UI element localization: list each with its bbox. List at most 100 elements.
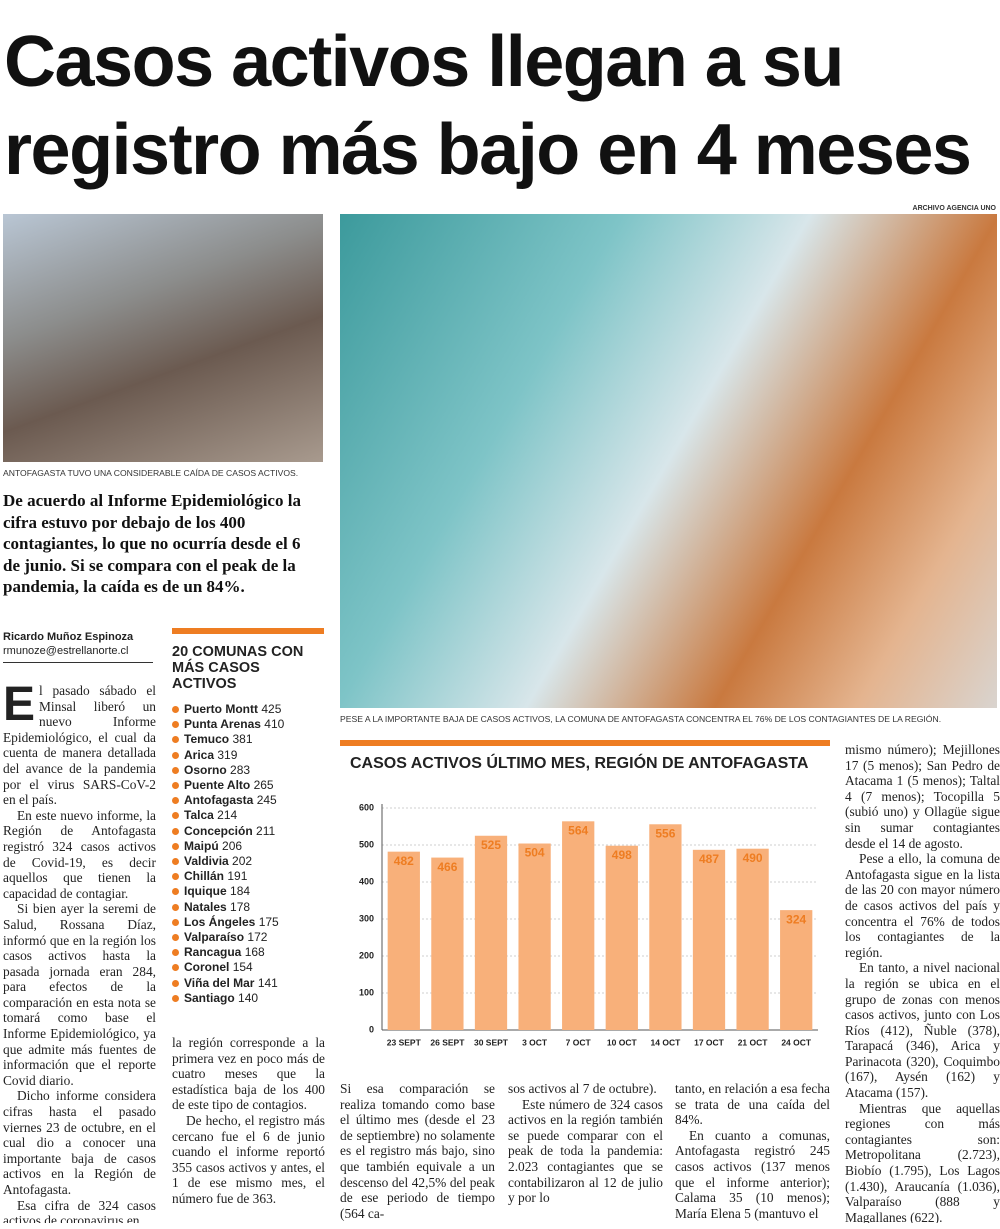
y-tick-label: 0	[369, 1024, 374, 1034]
paragraph: Pese a ello, la comuna de Antofagasta si…	[845, 851, 1000, 960]
comuna-name: Maipú	[184, 838, 219, 853]
paragraph: mismo número); Mejillones 17 (5 menos); …	[845, 742, 1000, 851]
comuna-name: Rancagua	[184, 945, 242, 960]
sidebar-title: 20 COMUNAS CON MÁS CASOS ACTIVOS	[172, 644, 304, 692]
bar	[518, 843, 551, 1030]
comuna-name: Valdivia	[184, 854, 229, 869]
comuna-name: Coronel	[184, 960, 230, 975]
sidebar-item: Concepción 211	[172, 824, 324, 839]
x-tick-label: 30 SEPT	[474, 1037, 509, 1047]
value-label: 564	[568, 823, 588, 837]
comuna-name: Iquique	[184, 884, 227, 899]
comuna-name: Arica	[184, 747, 215, 762]
comuna-value: 140	[238, 990, 259, 1005]
rule	[340, 740, 830, 746]
sidebar-item: Punta Arenas 410	[172, 717, 324, 732]
bar	[431, 857, 464, 1030]
photo-test	[340, 214, 997, 708]
paragraph: Esa cifra de 324 casos activos de corona…	[3, 1197, 156, 1223]
comuna-name: Punta Arenas	[184, 717, 261, 732]
paragraph: sos activos al 7 de octubre).	[508, 1081, 657, 1096]
photo-street	[3, 214, 323, 462]
sidebar-item: Talca 214	[172, 808, 324, 823]
sidebar-item: Arica 319	[172, 748, 324, 763]
comuna-name: Valparaíso	[184, 930, 245, 945]
x-tick-label: 26 SEPT	[430, 1037, 465, 1047]
author: Ricardo Muñoz Espinoza	[3, 631, 134, 643]
comuna-value: 175	[258, 914, 279, 929]
paragraph: De hecho, el registro más cercano fue el…	[172, 1112, 325, 1206]
bar	[605, 845, 638, 1030]
y-tick-label: 500	[359, 839, 374, 849]
sidebar-list: Puerto Montt 425 Punta Arenas 410 Temuco 3…	[172, 702, 324, 1006]
sidebar-item: Natales 178	[172, 900, 324, 915]
comuna-name: Chillán	[184, 869, 225, 884]
sidebar-item: Santiago 140	[172, 991, 324, 1006]
column: Si esa comparación se realiza tomando co…	[340, 1081, 495, 1223]
comuna-value: 168	[244, 945, 265, 960]
value-label: 556	[655, 826, 675, 840]
bar	[387, 851, 420, 1030]
email: rmunoze@estrellanorte.cl	[3, 645, 129, 657]
paragraph: En este nuevo informe, la Región de Anto…	[3, 807, 156, 901]
bar	[562, 821, 595, 1030]
x-tick-label: 23 SEPT	[387, 1037, 422, 1047]
paragraph: tanto, en relación a esa fecha se trata …	[675, 1081, 830, 1128]
sidebar-item: Iquique 184	[172, 884, 324, 899]
sidebar-item: Maipú 206	[172, 839, 324, 854]
sidebar-item: Antofagasta 245	[172, 793, 324, 808]
comuna-value: 381	[232, 732, 253, 747]
paragraph: Si esa comparación se realiza tomando co…	[340, 1081, 495, 1221]
comuna-name: Santiago	[184, 990, 235, 1005]
comuna-value: 319	[217, 747, 238, 762]
value-label: 490	[743, 851, 763, 865]
value-label: 466	[437, 860, 457, 874]
y-tick-label: 200	[359, 950, 374, 960]
comuna-name: Natales	[184, 899, 227, 914]
sidebar-item: Rancagua 168	[172, 945, 324, 960]
value-label: 525	[481, 838, 501, 852]
paragraph: En tanto, a nivel nacional la región se …	[845, 960, 1000, 1101]
bar	[692, 849, 726, 1030]
comuna-value: 410	[264, 717, 285, 732]
lead: De acuerdo al Informe Epidemiológico la …	[3, 491, 301, 596]
chart-title: CASOS ACTIVOS ÚLTIMO MES, REGIÓN DE ANTO…	[350, 753, 809, 772]
column: tanto, en relación a esa fecha se trata …	[675, 1081, 830, 1223]
bar	[649, 824, 682, 1030]
x-tick-label: 7 OCT	[566, 1037, 592, 1047]
sidebar-item: Chillán 191	[172, 869, 324, 884]
x-tick-label: 17 OCT	[694, 1037, 725, 1047]
comuna-name: Puente Alto	[184, 778, 251, 793]
paragraph: Si bien ayer la seremi de Salud, Rossana…	[3, 901, 156, 1088]
headline-line: registro más bajo en 4 meses	[4, 110, 972, 190]
comuna-value: 425	[261, 702, 282, 716]
column: mismo número); Mejillones 17 (5 menos); …	[845, 742, 1000, 1223]
sidebar-item: Valparaíso 172	[172, 930, 324, 945]
photo-caption: PESE A LA IMPORTANTE BAJA DE CASOS ACTIV…	[340, 714, 942, 724]
x-tick-label: 14 OCT	[651, 1037, 682, 1047]
y-tick-label: 600	[359, 802, 374, 812]
y-tick-label: 300	[359, 913, 374, 923]
photo-credit: ARCHIVO AGENCIA UNO	[912, 205, 996, 212]
bar	[780, 910, 813, 1030]
comuna-value: 191	[227, 869, 248, 884]
byline: Ricardo Muñoz Espinoza rmunoze@estrellan…	[3, 630, 153, 663]
rule	[172, 628, 324, 634]
comuna-value: 245	[256, 793, 277, 808]
column: la región corresponde a la primera vez e…	[172, 1035, 325, 1223]
sidebar: 20 COMUNAS CON MÁS CASOS ACTIVOS Puerto …	[172, 628, 324, 1006]
paragraph: El pasado sábado el Minsal liberó un nue…	[3, 683, 156, 808]
sidebar-item: Puerto Montt 425	[172, 702, 324, 717]
comuna-name: Puerto Montt	[184, 702, 258, 716]
comuna-name: Temuco	[184, 732, 230, 747]
photo-caption: ANTOFAGASTA TUVO UNA CONSIDERABLE CAÍDA …	[3, 468, 299, 478]
comuna-value: 265	[253, 778, 274, 793]
column: sos activos al 7 de octubre). Este número…	[508, 1081, 663, 1223]
y-tick-label: 400	[359, 876, 374, 886]
value-label: 504	[525, 846, 545, 860]
comuna-name: Los Ángeles	[184, 914, 256, 929]
value-label: 487	[699, 852, 719, 866]
sidebar-item: Osorno 283	[172, 763, 324, 778]
paragraph: Dicho informe considera cifras hasta el …	[3, 1088, 156, 1197]
